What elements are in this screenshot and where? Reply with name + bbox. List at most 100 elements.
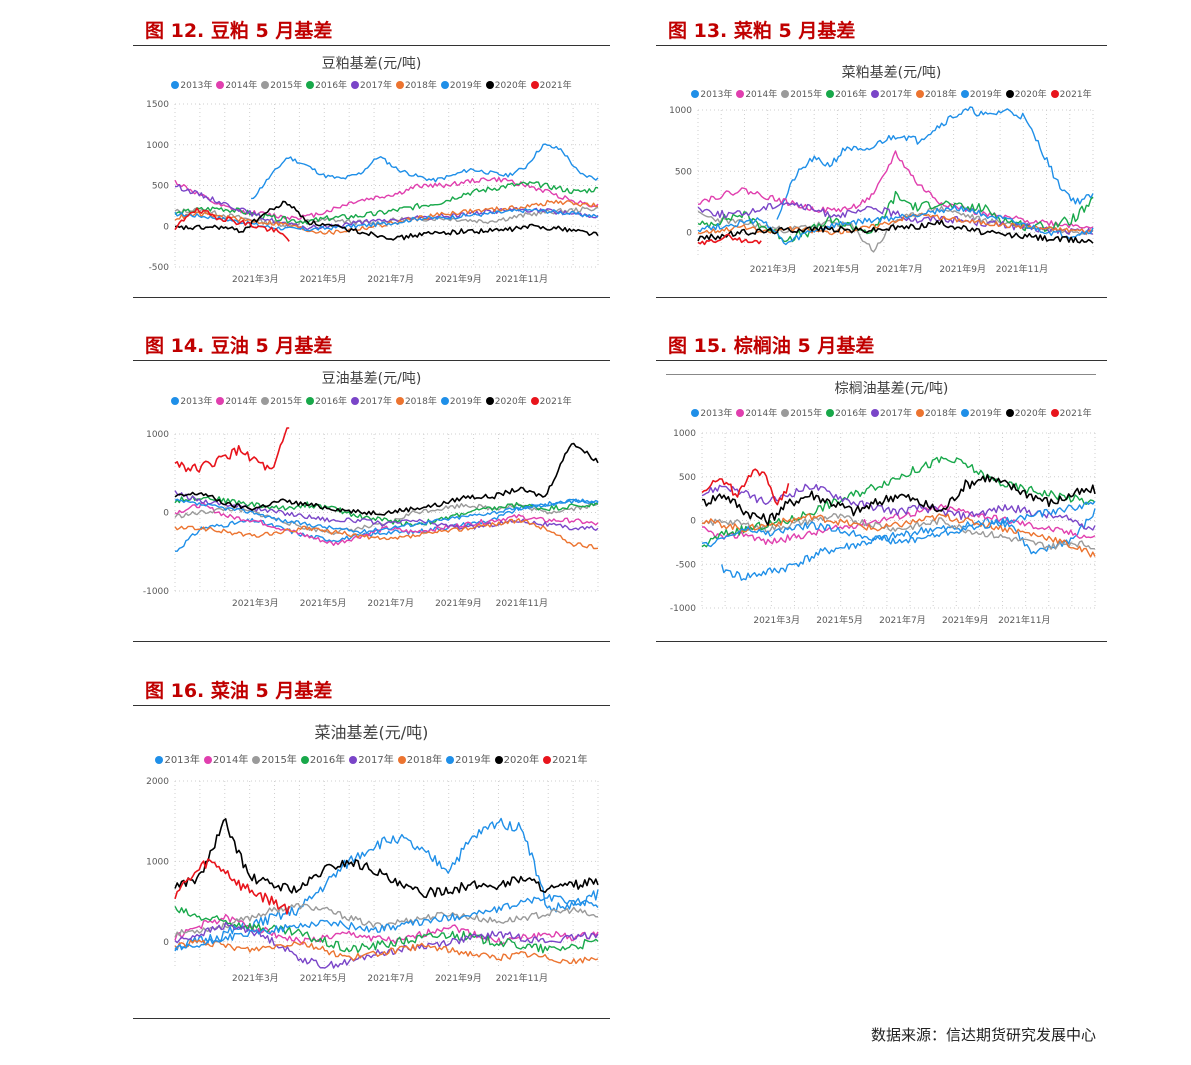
y-tick-label: 1000 — [669, 106, 692, 116]
legend-item: 2020年 — [485, 78, 527, 91]
figure-14-legend: 2013年 2014年 2015年 2016年 2017年 2018年 2019年 2020年… — [133, 394, 610, 407]
y-tick-label: 1000 — [146, 141, 169, 151]
series-line-2014年 — [174, 502, 599, 547]
legend-label: 2019年 — [455, 755, 491, 766]
figure-13-top-rule — [656, 45, 1107, 46]
x-tick-label: 2021年5月 — [300, 273, 347, 285]
legend-item: 2015年 — [781, 406, 822, 419]
legend-label: 2016年 — [835, 409, 868, 419]
legend-label: 2014年 — [225, 81, 258, 91]
legend-label: 2020年 — [1014, 90, 1047, 100]
legend-item: 2019年 — [446, 751, 491, 766]
y-tick-label: 0 — [690, 517, 696, 527]
legend-label: 2016年 — [315, 397, 348, 407]
legend-label: 2013年 — [180, 397, 213, 407]
legend-item: 2013年 — [691, 406, 732, 419]
legend-item: 2017年 — [871, 406, 912, 419]
figure-13-legend: 2013年 2014年 2015年 2016年 2017年 2018年 2019年 2020年… — [656, 87, 1127, 100]
legend-label: 2018年 — [924, 409, 957, 419]
series-line-2016年 — [174, 905, 599, 954]
legend-marker — [826, 90, 835, 98]
legend-item: 2021年 — [1050, 406, 1092, 419]
x-tick-label: 2021年9月 — [435, 972, 482, 984]
legend-label: 2019年 — [449, 397, 482, 407]
legend-marker — [485, 397, 494, 405]
legend-marker — [781, 409, 790, 417]
legend-marker — [440, 81, 449, 89]
legend-marker — [203, 756, 212, 764]
figure-15-legend: 2013年 2014年 2015年 2016年 2017年 2018年 2019年 2020年… — [656, 406, 1127, 419]
y-tick-label: 1000 — [146, 857, 169, 867]
figure-15-inner-rule — [666, 374, 1096, 375]
legend-marker — [351, 397, 360, 405]
legend-item: 2018年 — [395, 394, 437, 407]
legend-item: 2016年 — [826, 87, 867, 100]
legend-item: 2020年 — [1005, 87, 1047, 100]
legend-label: 2021年 — [1059, 90, 1092, 100]
legend-label: 2014年 — [225, 397, 258, 407]
legend-item: 2018年 — [397, 751, 442, 766]
legend-marker — [171, 81, 180, 89]
legend-marker — [397, 756, 406, 764]
series-line-2014年 — [697, 150, 1094, 229]
series-line-2020年 — [697, 219, 1094, 244]
legend-label: 2013年 — [164, 755, 200, 766]
legend-item: 2016年 — [300, 751, 345, 766]
series-line-2020年 — [174, 200, 599, 241]
legend-label: 2015年 — [790, 90, 823, 100]
x-tick-label: 2021年3月 — [232, 273, 279, 285]
legend-item: 2016年 — [826, 406, 867, 419]
series-line-2014年 — [701, 503, 1096, 546]
legend-item: 2021年 — [1050, 87, 1092, 100]
legend-label: 2014年 — [212, 755, 249, 766]
legend-item: 2015年 — [261, 394, 302, 407]
y-tick-label: 0 — [163, 509, 169, 519]
legend-marker — [494, 756, 503, 764]
x-tick-label: 2021年5月 — [813, 263, 860, 275]
legend-marker — [485, 81, 494, 89]
legend-label: 2017年 — [880, 409, 912, 419]
figure-13-label: 图 13. 菜粕 5 月基差 — [668, 20, 856, 42]
legend-item: 2017年 — [351, 78, 392, 91]
figure-12-panel: 图 12. 豆粕 5 月基差 豆粕基差(元/吨) 2013年 2014年 2015年… — [133, 16, 610, 298]
series-line-2021年 — [174, 207, 290, 242]
y-tick-label: 1000 — [673, 429, 696, 439]
y-tick-label: 500 — [679, 473, 696, 483]
x-tick-label: 2021年9月 — [939, 263, 986, 275]
x-tick-label: 2021年3月 — [750, 263, 797, 275]
x-tick-label: 2021年5月 — [300, 972, 347, 984]
legend-label: 2017年 — [358, 755, 394, 766]
legend-marker — [736, 409, 745, 417]
series-line-2019年 — [697, 205, 1094, 246]
legend-label: 2015年 — [270, 397, 303, 407]
figure-14-top-rule — [133, 360, 610, 361]
legend-marker — [530, 397, 539, 405]
x-tick-label: 2021年11月 — [996, 263, 1048, 275]
legend-label: 2015年 — [261, 755, 297, 766]
figure-16-bottom-rule — [133, 1018, 610, 1019]
legend-item: 2016年 — [306, 78, 347, 91]
figure-15-panel: 图 15. 棕榈油 5 月基差 棕榈油基差(元/吨) 2013年 2014年 201… — [656, 331, 1107, 643]
figure-15-plot: 1000 500 0 -500 -1000 2021年3月 2021年5月 2021年7月 20… — [670, 429, 1096, 626]
series-line-2015年 — [174, 902, 599, 938]
legend-marker — [530, 81, 539, 89]
legend-item: 2014年 — [203, 751, 249, 766]
legend-item: 2014年 — [216, 394, 257, 407]
figure-16-chart-title: 菜油基差(元/吨) — [314, 723, 429, 742]
legend-marker — [691, 90, 700, 98]
x-tick-label: 2021年11月 — [998, 614, 1050, 626]
legend-item: 2014年 — [216, 78, 257, 91]
x-tick-label: 2021年3月 — [753, 614, 800, 626]
legend-marker — [1050, 90, 1059, 98]
series-line-2017年 — [697, 201, 1094, 235]
x-tick-label: 2021年11月 — [496, 972, 548, 984]
legend-label: 2013年 — [180, 81, 213, 91]
y-tick-label: -500 — [149, 263, 170, 273]
legend-item: 2017年 — [349, 751, 394, 766]
y-tick-label: -500 — [676, 560, 697, 570]
legend-marker — [915, 90, 924, 98]
legend-marker — [691, 409, 700, 417]
figure-13-chart-title: 菜粕基差(元/吨) — [841, 65, 942, 81]
legend-item: 2021年 — [530, 394, 572, 407]
legend-label: 2021年 — [552, 755, 588, 766]
